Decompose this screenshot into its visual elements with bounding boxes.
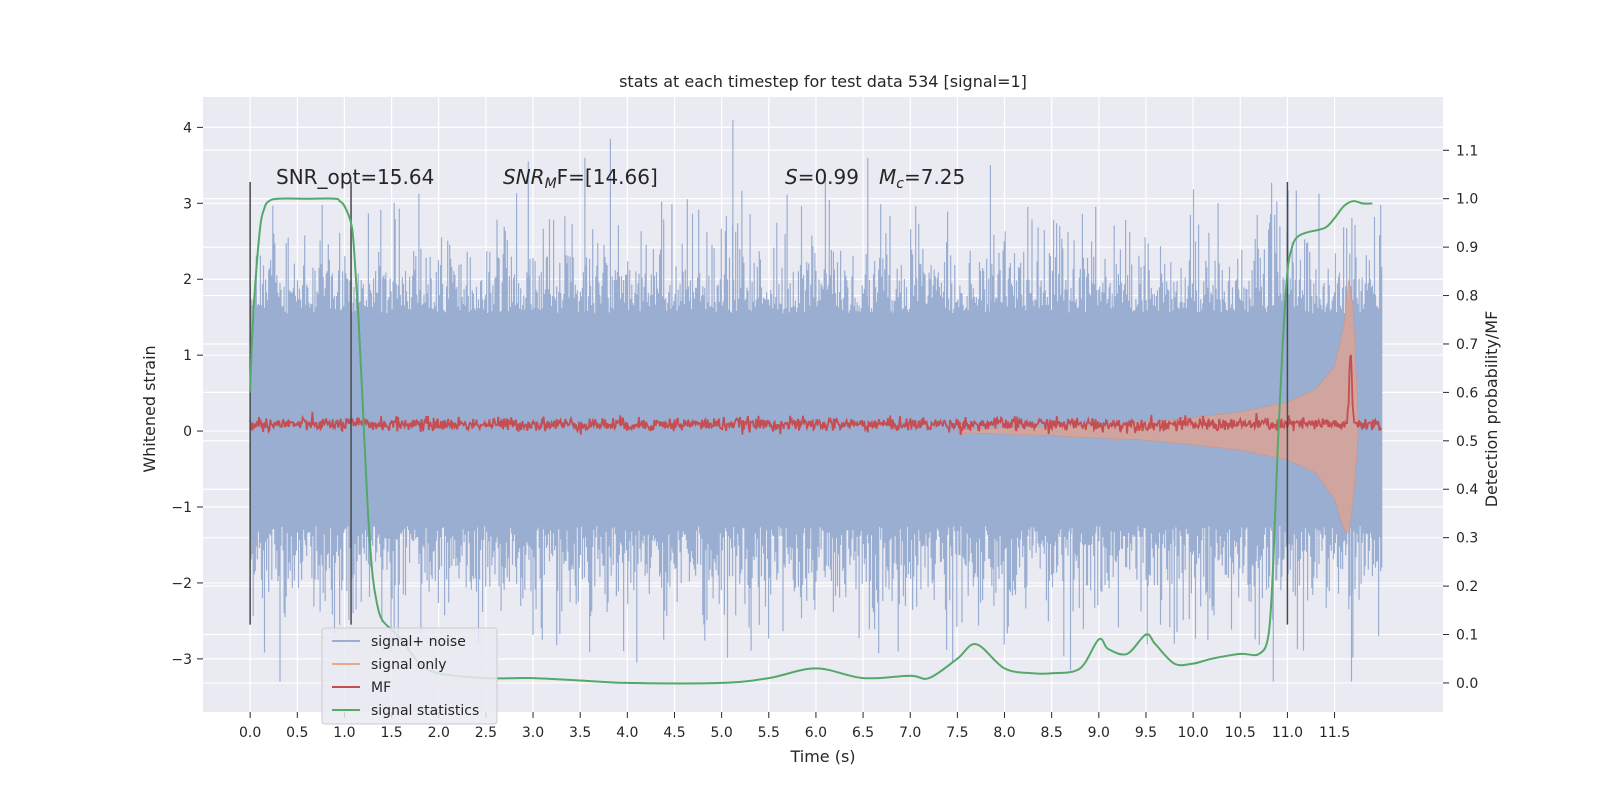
x-tick-label: 7.0 [899,725,921,741]
mf-series [249,354,1383,435]
y-tick-label: 2 [183,272,192,288]
x-tick-label: 4.0 [616,725,638,741]
x-tick-label: 5.0 [710,725,732,741]
annotations: SNR_opt=15.64 SNRMF=[14.66] S=0.99 Mc=7.25 [276,165,965,192]
x-tick-label: 10.5 [1225,725,1256,741]
x-tick-label: 6.5 [852,725,874,741]
x-tick-label: 2.5 [475,725,497,741]
x-tick-label: 3.0 [522,725,544,741]
y-tick-label: −1 [171,500,192,516]
x-tick-label: 3.5 [569,725,591,741]
y-right-tick-label: 0.8 [1456,289,1478,305]
legend-label: signal only [371,657,446,673]
y-tick-label: 3 [183,196,192,212]
x-tick-label: 9.5 [1135,725,1157,741]
y-right-tick-label: 1.1 [1456,143,1478,159]
y-right-tick-label: 0.9 [1456,240,1478,256]
y-axis-label: Whitened strain [140,345,159,472]
y-tick-label: −2 [171,576,192,592]
y-right-tick-label: 0.7 [1456,337,1478,353]
annotation-s: S=0.99 [785,165,859,189]
x-tick-label: 4.5 [663,725,685,741]
x-tick-label: 10.0 [1178,725,1209,741]
legend-label: MF [371,680,391,696]
x-tick-label: 8.5 [1041,725,1063,741]
y-right-tick-label: 0.4 [1456,482,1478,498]
x-tick-label: 0.0 [239,725,261,741]
chart-title: stats at each timestep for test data 534… [619,72,1027,91]
x-tick-label: 1.5 [380,725,402,741]
x-tick-label: 11.0 [1272,725,1303,741]
x-tick-label: 6.0 [805,725,827,741]
ticks: 0.0 0.5 1.0 1.5 2.0 2.5 3.0 3.5 4.0 4.5 5.0 5.5 6.0 6… [171,120,1478,741]
vertical-markers [249,182,1289,625]
y-tick-label: 4 [183,120,192,136]
x-tick-label: 11.5 [1319,725,1350,741]
y-tick-label: 1 [183,348,192,364]
annotation-snr-mf: SNRMF=[14.66] [503,165,658,192]
y-right-tick-label: 0.5 [1456,434,1478,450]
x-tick-label: 9.0 [1088,725,1110,741]
x-tick-label: 7.5 [946,725,968,741]
y-right-tick-label: 1.0 [1456,192,1478,208]
signal-statistics-series [249,197,1373,685]
x-axis-label: Time (s) [789,747,855,766]
y-right-tick-label: 0.1 [1456,628,1478,644]
signal-statistics-line [249,197,1373,685]
y-tick-label: 0 [183,424,192,440]
signal-only-series [957,279,1359,535]
y-right-tick-label: 0.2 [1456,579,1478,595]
y-right-tick-label: 0.6 [1456,385,1478,401]
x-tick-label: 5.5 [758,725,780,741]
x-tick-label: 0.5 [286,725,308,741]
x-tick-label: 2.0 [428,725,450,741]
legend-label: signal+ noise [371,634,466,650]
annotation-snr-opt: SNR_opt=15.64 [276,165,434,189]
x-tick-label: 8.0 [993,725,1015,741]
annotation-mc: Mc=7.25 [879,165,965,192]
legend-box [321,627,498,725]
mf-line [249,354,1383,435]
signal-envelope [957,279,1359,535]
legend: signal+ noise signal only MF signal statist… [321,627,498,725]
y-right-tick-label: 0.3 [1456,531,1478,547]
y-axis-label-right: Detection probability/MF [1482,311,1501,508]
x-tick-label: 1.0 [333,725,355,741]
legend-label: signal statistics [371,703,479,719]
y-right-tick-label: 0.0 [1456,676,1478,692]
y-tick-label: −3 [171,652,192,668]
